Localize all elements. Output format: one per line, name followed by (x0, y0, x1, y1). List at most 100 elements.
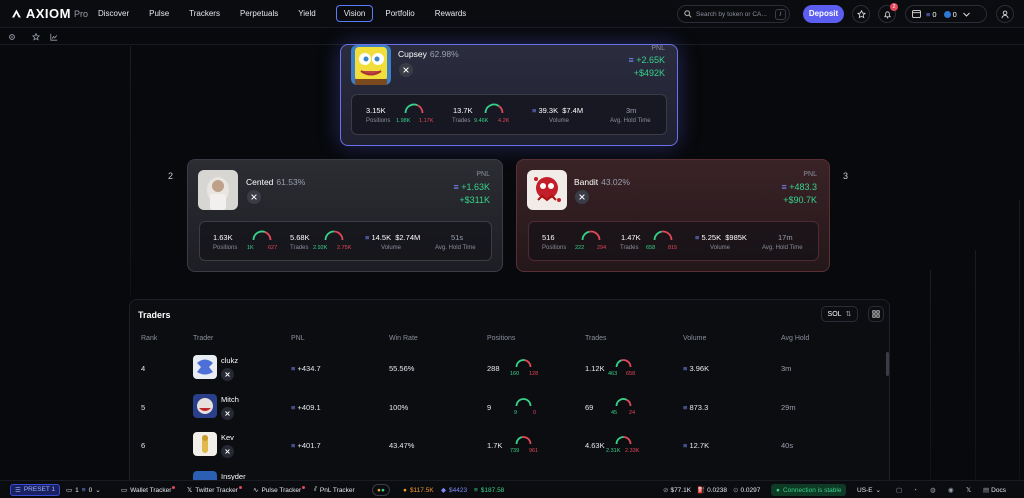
star-icon[interactable] (31, 32, 41, 42)
table-scrollbar[interactable] (886, 352, 889, 376)
gauge-win-arc (404, 103, 418, 114)
nav-perpetuals[interactable]: Perpetuals (239, 9, 279, 18)
chart-icon[interactable] (49, 32, 59, 42)
trades-gauge (615, 398, 632, 407)
podium-rank: 2 (168, 171, 174, 181)
header-avg-hold[interactable]: Avg Hold (781, 335, 810, 342)
region-selector[interactable]: US-E ⌄ (857, 486, 881, 495)
trader-name[interactable]: Cented 61.53% (246, 177, 306, 187)
trader-name[interactable]: Kev (221, 433, 234, 442)
pnl-label: PNL (476, 171, 490, 178)
podium-card-third[interactable]: Bandit 43.02% PNL ≡ +483.3 +$90.7K 516 Po… (516, 159, 830, 272)
nav-yield[interactable]: Yield (298, 9, 316, 18)
trades-count: 5.68K (290, 233, 310, 242)
bell-icon (883, 10, 891, 19)
btc-price: ● $117.5K (403, 486, 434, 494)
trades-loss: 2.75K (337, 245, 352, 251)
header-trader[interactable]: Trader (193, 335, 214, 342)
row-trades: 1.12K (585, 364, 605, 373)
avg-hold-label: Avg. Hold Time (610, 118, 651, 124)
trader-name[interactable]: Insyder (221, 472, 246, 481)
row-avg-hold: 29m (781, 403, 796, 412)
trades-loss: 4.2K (498, 118, 510, 124)
table-row[interactable]: 5 Mitch ≡ +409.1 100% 9 9 0 69 45 24 ≡ 8… (130, 390, 880, 428)
volume-value: ≡ 39.3K $7.4M (532, 106, 584, 115)
x-twitter-button[interactable] (247, 190, 261, 204)
positions-count: 516 (542, 233, 555, 242)
volume-label: Volume (549, 118, 570, 124)
x-twitter-button[interactable] (399, 63, 413, 77)
x-icon (579, 194, 585, 200)
search-icon (684, 10, 692, 18)
row-pnl: ≡ +409.1 (291, 403, 321, 412)
nav-portfolio[interactable]: Portfolio (385, 9, 415, 18)
nav-pulse[interactable]: Pulse (149, 9, 170, 18)
header-rank[interactable]: Rank (141, 335, 158, 342)
pulse-tracker-tab[interactable]: ∿ Pulse Tracker (253, 484, 306, 496)
bell-icon[interactable]: ◔ (913, 486, 917, 494)
settings-icon[interactable]: ◍ (930, 487, 936, 494)
gauge-loss-arc (264, 231, 272, 241)
x-twitter-button[interactable] (221, 407, 234, 420)
row-trades: 69 (585, 403, 594, 412)
pnl-sol: ≡ +2.65K (628, 55, 665, 65)
twitter-tracker-tab[interactable]: 𝕏 Twitter Tracker (187, 484, 242, 496)
user-icon (1000, 10, 1009, 18)
table-row[interactable]: 4 clukz ≡ +434.7 55.56% 288 160 128 1.12… (130, 352, 880, 390)
account-button[interactable] (996, 5, 1014, 23)
search-input[interactable]: Search by token or CA... / (677, 5, 790, 23)
notifications-button[interactable]: 2 (878, 3, 898, 23)
x-twitter-button[interactable] (575, 190, 589, 204)
settings-icon[interactable] (7, 32, 17, 42)
x-twitter-button[interactable] (221, 368, 234, 381)
nav-trackers[interactable]: Trackers (189, 9, 220, 18)
nav-vision[interactable]: Vision (335, 5, 374, 22)
nav-discover[interactable]: Discover (98, 9, 130, 18)
header-trades[interactable]: Trades (585, 335, 607, 342)
header-win-rate[interactable]: Win Rate (389, 335, 418, 342)
gauge-loss-arc (661, 230, 673, 241)
podium-card-second[interactable]: Cented 61.53% PNL ≡ +1.63K +$311K 1.63K P… (187, 159, 503, 272)
header-positions[interactable]: Positions (487, 335, 516, 342)
currency-toggle[interactable]: SOL ⇅ (821, 306, 858, 322)
chain-icon: ● (380, 486, 385, 494)
grid-view-button[interactable] (868, 306, 884, 322)
row-tr-loss: 658 (626, 371, 636, 377)
deposit-button[interactable]: Deposit (803, 5, 844, 23)
watchlist-button[interactable] (852, 5, 870, 23)
trader-name[interactable]: clukz (221, 356, 239, 365)
nav-rewards[interactable]: Rewards (434, 9, 467, 18)
row-tr-win: 2.31K (606, 448, 621, 454)
row-win-rate: 100% (389, 403, 409, 412)
table-row[interactable]: 6 Kev ≡ +401.7 43.47% 1.7K 739 961 4.63K… (130, 428, 880, 466)
x-icon[interactable]: 𝕏 (966, 487, 972, 494)
gauge-win-arc (484, 103, 500, 114)
trader-avatar (193, 355, 217, 379)
chevron-down-icon: ⌄ (95, 487, 101, 494)
preset-button[interactable]: ☰ PRESET 1 (10, 483, 61, 496)
discord-icon[interactable]: ◉ (948, 487, 954, 494)
trades-label: Trades (620, 245, 639, 251)
header-pnl[interactable]: PNL (291, 335, 305, 342)
trades-label: Trades (452, 118, 471, 124)
brand-suffix: Pro (73, 8, 88, 19)
wallet-selector[interactable]: ▭ 1 ≡ 0 ⌄ (66, 486, 101, 495)
docs-link[interactable]: ▤ Docs (983, 486, 1006, 495)
row-avg-hold: 3m (781, 364, 792, 373)
trader-name[interactable]: Mitch (221, 395, 239, 404)
trader-name[interactable]: Bandit 43.02% (574, 177, 630, 187)
trader-name[interactable]: Cupsey 62.98% (398, 49, 459, 59)
gauge-loss-arc (623, 436, 632, 445)
wallet-icon: ▭ (121, 487, 128, 494)
connection-status[interactable]: ● Connection is stable (771, 484, 847, 496)
wallet-dropdown[interactable]: ≡ 0 0 (905, 5, 987, 23)
chain-selector[interactable]: ● ● (372, 484, 390, 496)
pnl-tracker-tab[interactable]: ⫽ PnL Tracker (314, 486, 355, 494)
wallet-tracker-tab[interactable]: ▭ Wallet Tracker (121, 484, 176, 496)
notifications-icon[interactable]: ▢ (896, 487, 903, 494)
chart-icon: ⫽ (314, 486, 317, 493)
x-twitter-button[interactable] (221, 445, 234, 458)
logo[interactable]: AXIOM Pro (12, 6, 88, 21)
header-volume[interactable]: Volume (683, 335, 707, 342)
podium-card-first[interactable]: Cupsey 62.98% PNL ≡ +2.65K +$492K 3.15K P… (340, 44, 678, 146)
